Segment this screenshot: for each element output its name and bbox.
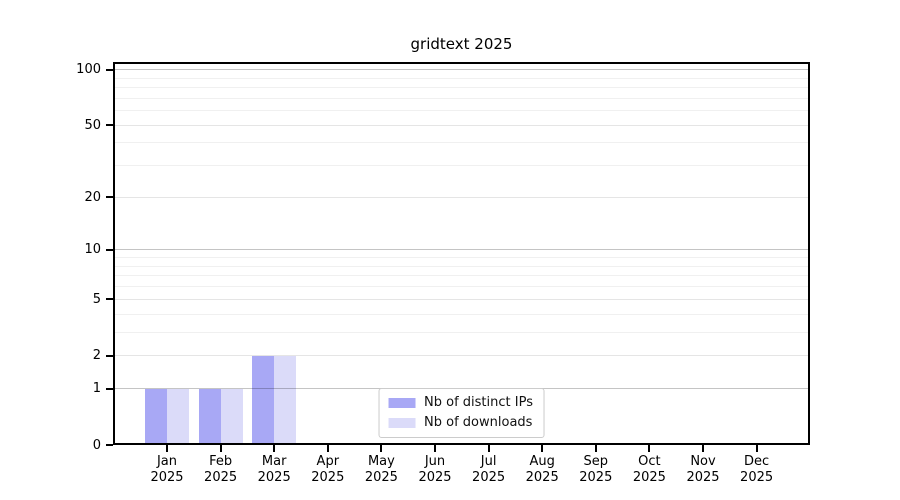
bar-downloads-feb: [220, 388, 243, 445]
x-tick-label-apr: Apr 2025: [296, 454, 360, 485]
year-label: 2025: [686, 469, 720, 485]
y-tick-label-5: 5: [92, 291, 101, 307]
x-tick-jan: [166, 445, 168, 452]
year-label: 2025: [150, 469, 184, 485]
gridline-y-50: [113, 124, 810, 126]
x-tick-label-oct: Oct 2025: [617, 454, 681, 485]
year-label: 2025: [740, 469, 774, 485]
month-label: Apr: [316, 454, 340, 469]
month-label: Feb: [209, 454, 233, 469]
gridline-y-30: [113, 165, 810, 167]
plot-area: Nb of distinct IPs Nb of downloads 0 1 2 5 10…: [76, 62, 810, 485]
x-tick-may: [380, 445, 383, 452]
x-tick-dec: [755, 445, 758, 452]
y-tick-label-2: 2: [92, 348, 101, 364]
month-label: Oct: [638, 454, 661, 469]
x-tick-aug: [541, 445, 544, 452]
month-label: Mar: [261, 454, 287, 469]
gridline-y-90: [113, 77, 810, 79]
y-tick-label-1: 1: [92, 381, 101, 397]
gridline-y-3: [113, 331, 810, 333]
y-tick-label-100: 100: [76, 62, 101, 78]
legend: Nb of distinct IPs Nb of downloads: [378, 388, 545, 438]
y-tick-1: [106, 387, 113, 390]
x-tick-jul: [487, 445, 490, 452]
x-tick-jun: [434, 445, 436, 452]
month-label: Jul: [480, 454, 497, 469]
x-tick-mar: [273, 445, 276, 452]
gridline-y-40: [113, 142, 810, 144]
bar-distinct-ips-feb: [198, 388, 221, 445]
x-tick-feb: [219, 445, 222, 452]
month-label: May: [367, 454, 395, 469]
x-tick-oct: [648, 445, 651, 452]
year-label: 2025: [204, 469, 238, 485]
x-tick-label-jan: Jan 2025: [135, 454, 199, 485]
gridline-y-9: [113, 257, 810, 259]
year-label: 2025: [257, 469, 291, 485]
year-label: 2025: [418, 469, 452, 485]
x-tick-label-feb: Feb 2025: [189, 454, 253, 485]
y-tick-10: [106, 248, 113, 251]
legend-swatch-distinct-ips: [388, 398, 416, 408]
gridline-y-10: [113, 249, 810, 251]
legend-item-downloads: Nb of downloads: [388, 415, 533, 431]
y-tick-100: [106, 68, 113, 71]
x-tick-label-may: May 2025: [349, 454, 413, 485]
y-tick-label-50: 50: [84, 117, 101, 133]
x-tick-label-jun: Jun 2025: [403, 454, 467, 485]
year-label: 2025: [579, 469, 613, 485]
legend-swatch-downloads: [388, 418, 416, 428]
gridline-y-2: [113, 355, 810, 357]
year-label: 2025: [364, 469, 398, 485]
month-label: Dec: [744, 454, 770, 469]
month-label: Jan: [156, 454, 178, 469]
y-tick-label-20: 20: [84, 189, 101, 205]
month-label: Jun: [424, 454, 446, 469]
gridline-y-70: [113, 97, 810, 99]
month-label: Nov: [690, 454, 716, 469]
y-tick-20: [106, 196, 113, 199]
legend-label-distinct-ips: Nb of distinct IPs: [424, 395, 533, 410]
gridline-y-7: [113, 275, 810, 277]
x-tick-sep: [594, 445, 597, 452]
year-label: 2025: [472, 469, 506, 485]
gridline-y-5: [113, 298, 810, 300]
month-label: Aug: [529, 454, 555, 469]
x-tick-label-mar: Mar 2025: [242, 454, 306, 485]
legend-item-distinct-ips: Nb of distinct IPs: [388, 395, 533, 411]
gridline-y-80: [113, 87, 810, 89]
y-tick-label-0: 0: [92, 437, 101, 453]
month-label: Sep: [583, 454, 609, 469]
year-label: 2025: [311, 469, 345, 485]
bar-distinct-ips-jan: [145, 388, 167, 445]
bar-distinct-ips-mar: [252, 355, 275, 445]
bar-downloads-mar: [274, 355, 297, 445]
bar-downloads-jan: [167, 388, 189, 445]
year-label: 2025: [525, 469, 559, 485]
gridline-y-4: [113, 313, 810, 315]
gridline-y-20: [113, 196, 810, 198]
chart-title: gridtext 2025: [410, 35, 513, 53]
y-tick-5: [106, 298, 113, 301]
y-tick-0: [106, 444, 113, 446]
gridline-y-100: [113, 69, 810, 71]
y-tick-label-10: 10: [84, 242, 101, 258]
x-tick-nov: [702, 445, 704, 452]
legend-label-downloads: Nb of downloads: [424, 415, 533, 430]
gridline-y-6: [113, 286, 810, 288]
x-tick-label-sep: Sep 2025: [564, 454, 628, 485]
year-label: 2025: [632, 469, 666, 485]
x-tick-apr: [326, 445, 329, 452]
y-tick-2: [106, 354, 113, 357]
x-tick-label-dec: Dec 2025: [725, 454, 789, 485]
y-tick-50: [106, 124, 113, 127]
gridline-y-60: [113, 110, 810, 112]
x-tick-label-jul: Jul 2025: [457, 454, 521, 485]
gridline-y-8: [113, 265, 810, 267]
x-tick-label-nov: Nov 2025: [671, 454, 735, 485]
x-tick-label-aug: Aug 2025: [510, 454, 574, 485]
